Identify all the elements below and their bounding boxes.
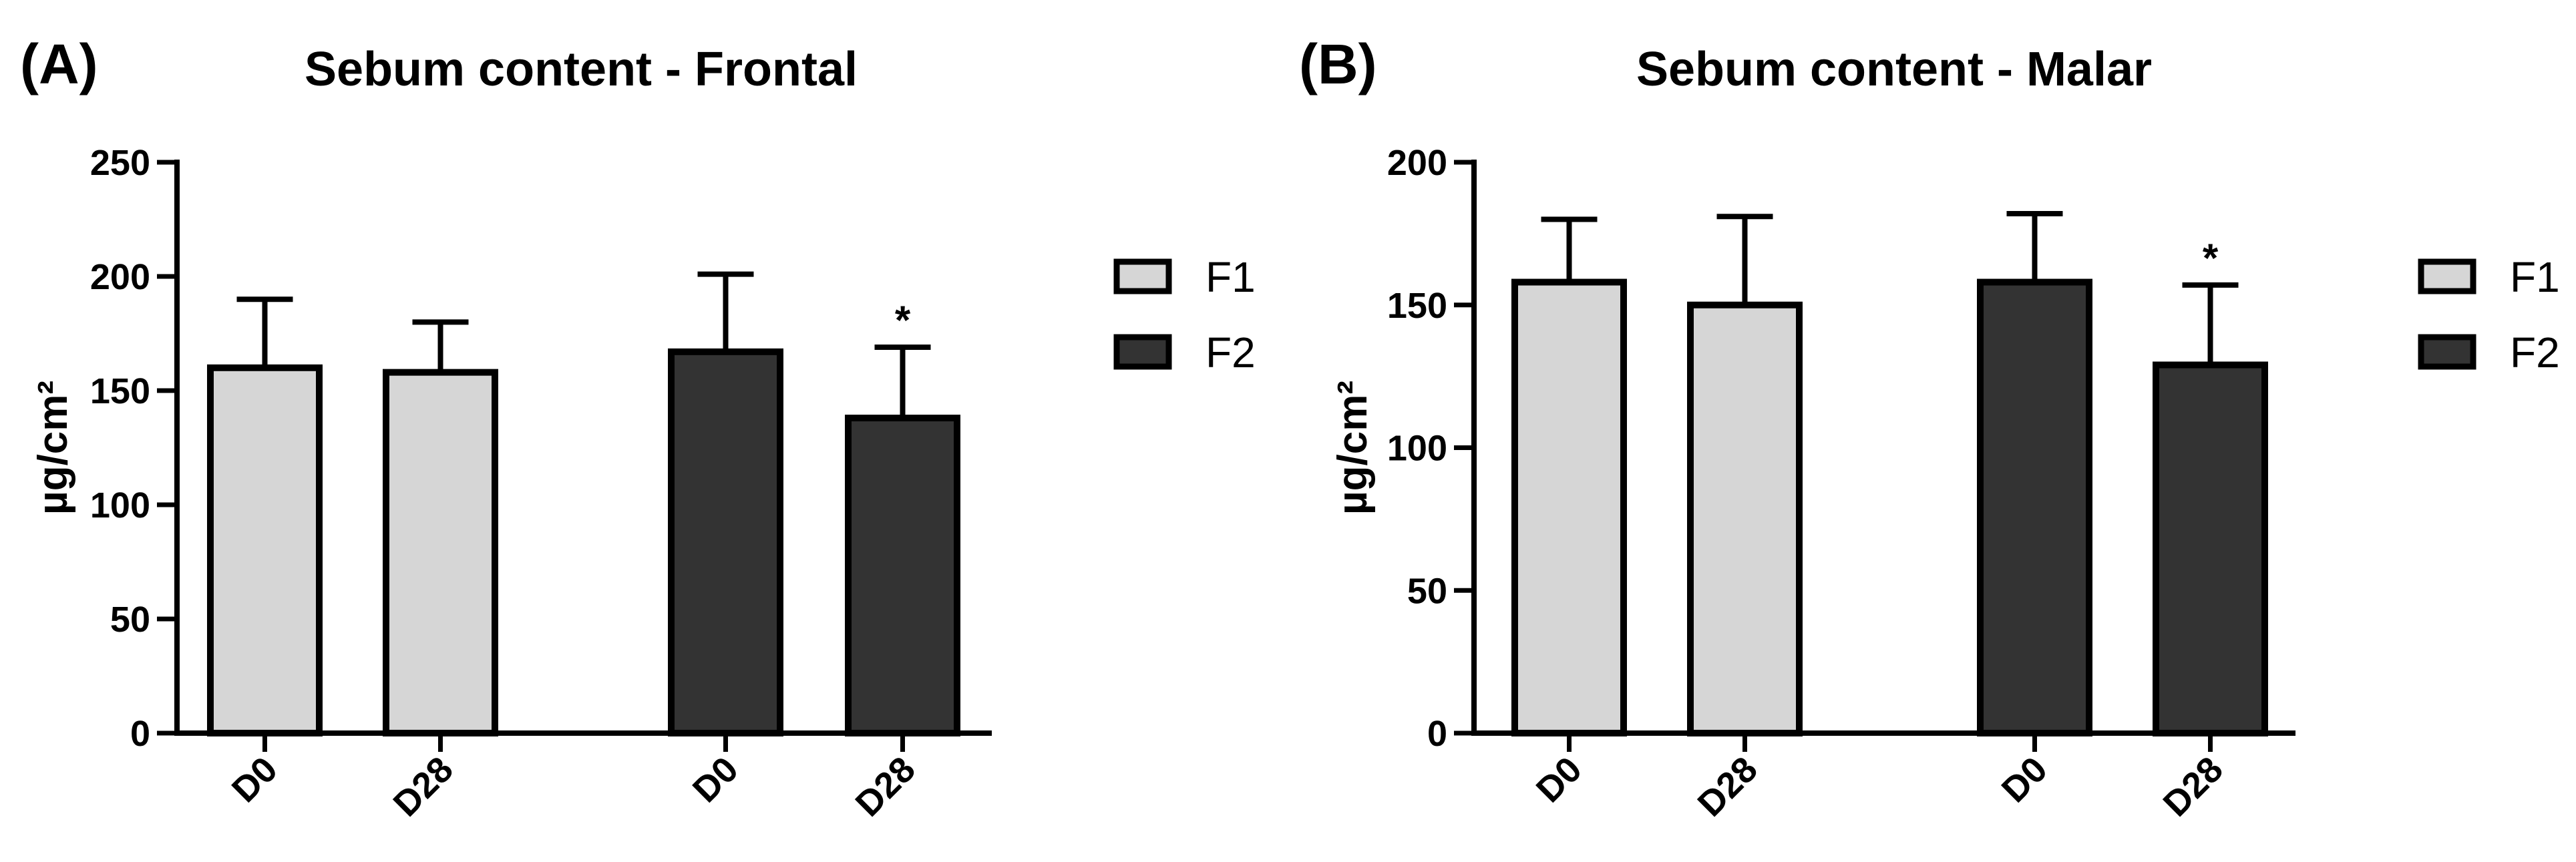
legend-swatch-f2: [1113, 334, 1172, 370]
legend-label: F2: [1206, 329, 1256, 377]
bar-f2-d28: [2153, 361, 2268, 736]
y-tick-label: 200: [1387, 143, 1447, 183]
panel-label: (B): [1299, 33, 1377, 95]
y-tick-label: 100: [90, 485, 150, 525]
y-axis-label: µg/cm²: [30, 381, 76, 515]
bar-f1-d0: [1511, 278, 1627, 736]
significance-marker: *: [2203, 236, 2219, 280]
x-tick-label: D0: [1994, 749, 2055, 810]
bar-f1-d0: [207, 364, 323, 736]
bar-f1-d28: [1687, 301, 1803, 736]
y-tick-label: 0: [1427, 714, 1447, 754]
legend-swatch-f2: [2418, 334, 2476, 370]
legend-label: F1: [2510, 253, 2560, 301]
x-tick-label: D28: [2156, 749, 2231, 824]
panel-label: (A): [20, 33, 98, 95]
y-axis-label: µg/cm²: [1330, 381, 1376, 515]
significance-marker: *: [895, 298, 911, 343]
x-tick-label: D28: [1690, 749, 1765, 824]
legend-label: F1: [1206, 253, 1256, 301]
bar-f2-d0: [1977, 278, 2092, 736]
y-tick-label: 50: [110, 600, 150, 640]
chart-title: Sebum content - Malar: [1636, 43, 2152, 96]
bar-f1-d28: [383, 369, 498, 736]
y-tick-label: 150: [1387, 286, 1447, 326]
y-tick-label: 150: [90, 371, 150, 411]
x-tick-label: D0: [224, 749, 285, 810]
legend-swatch-f1: [2418, 258, 2476, 294]
legend-label: F2: [2510, 329, 2560, 377]
bar-f2-d28: [845, 415, 960, 736]
x-tick-label: D0: [1529, 749, 1590, 810]
bar-f2-d0: [668, 348, 783, 736]
x-tick-label: D0: [685, 749, 746, 810]
chart-title: Sebum content - Frontal: [305, 43, 858, 96]
legend-swatch-f1: [1113, 258, 1172, 294]
y-tick-label: 50: [1407, 571, 1447, 611]
y-tick-label: 100: [1387, 429, 1447, 469]
chart-panel-1: (B) Sebum content - Malar µg/cm² 0 50 100 150 2…: [1299, 33, 2560, 825]
y-tick-label: 200: [90, 257, 150, 297]
x-tick-label: D28: [386, 749, 461, 824]
y-tick-label: 250: [90, 143, 150, 183]
y-tick-label: 0: [130, 714, 150, 754]
chart-panel-0: (A) Sebum content - Frontal µg/cm² 0 50 100 15…: [20, 33, 1256, 825]
x-tick-label: D28: [848, 749, 923, 824]
